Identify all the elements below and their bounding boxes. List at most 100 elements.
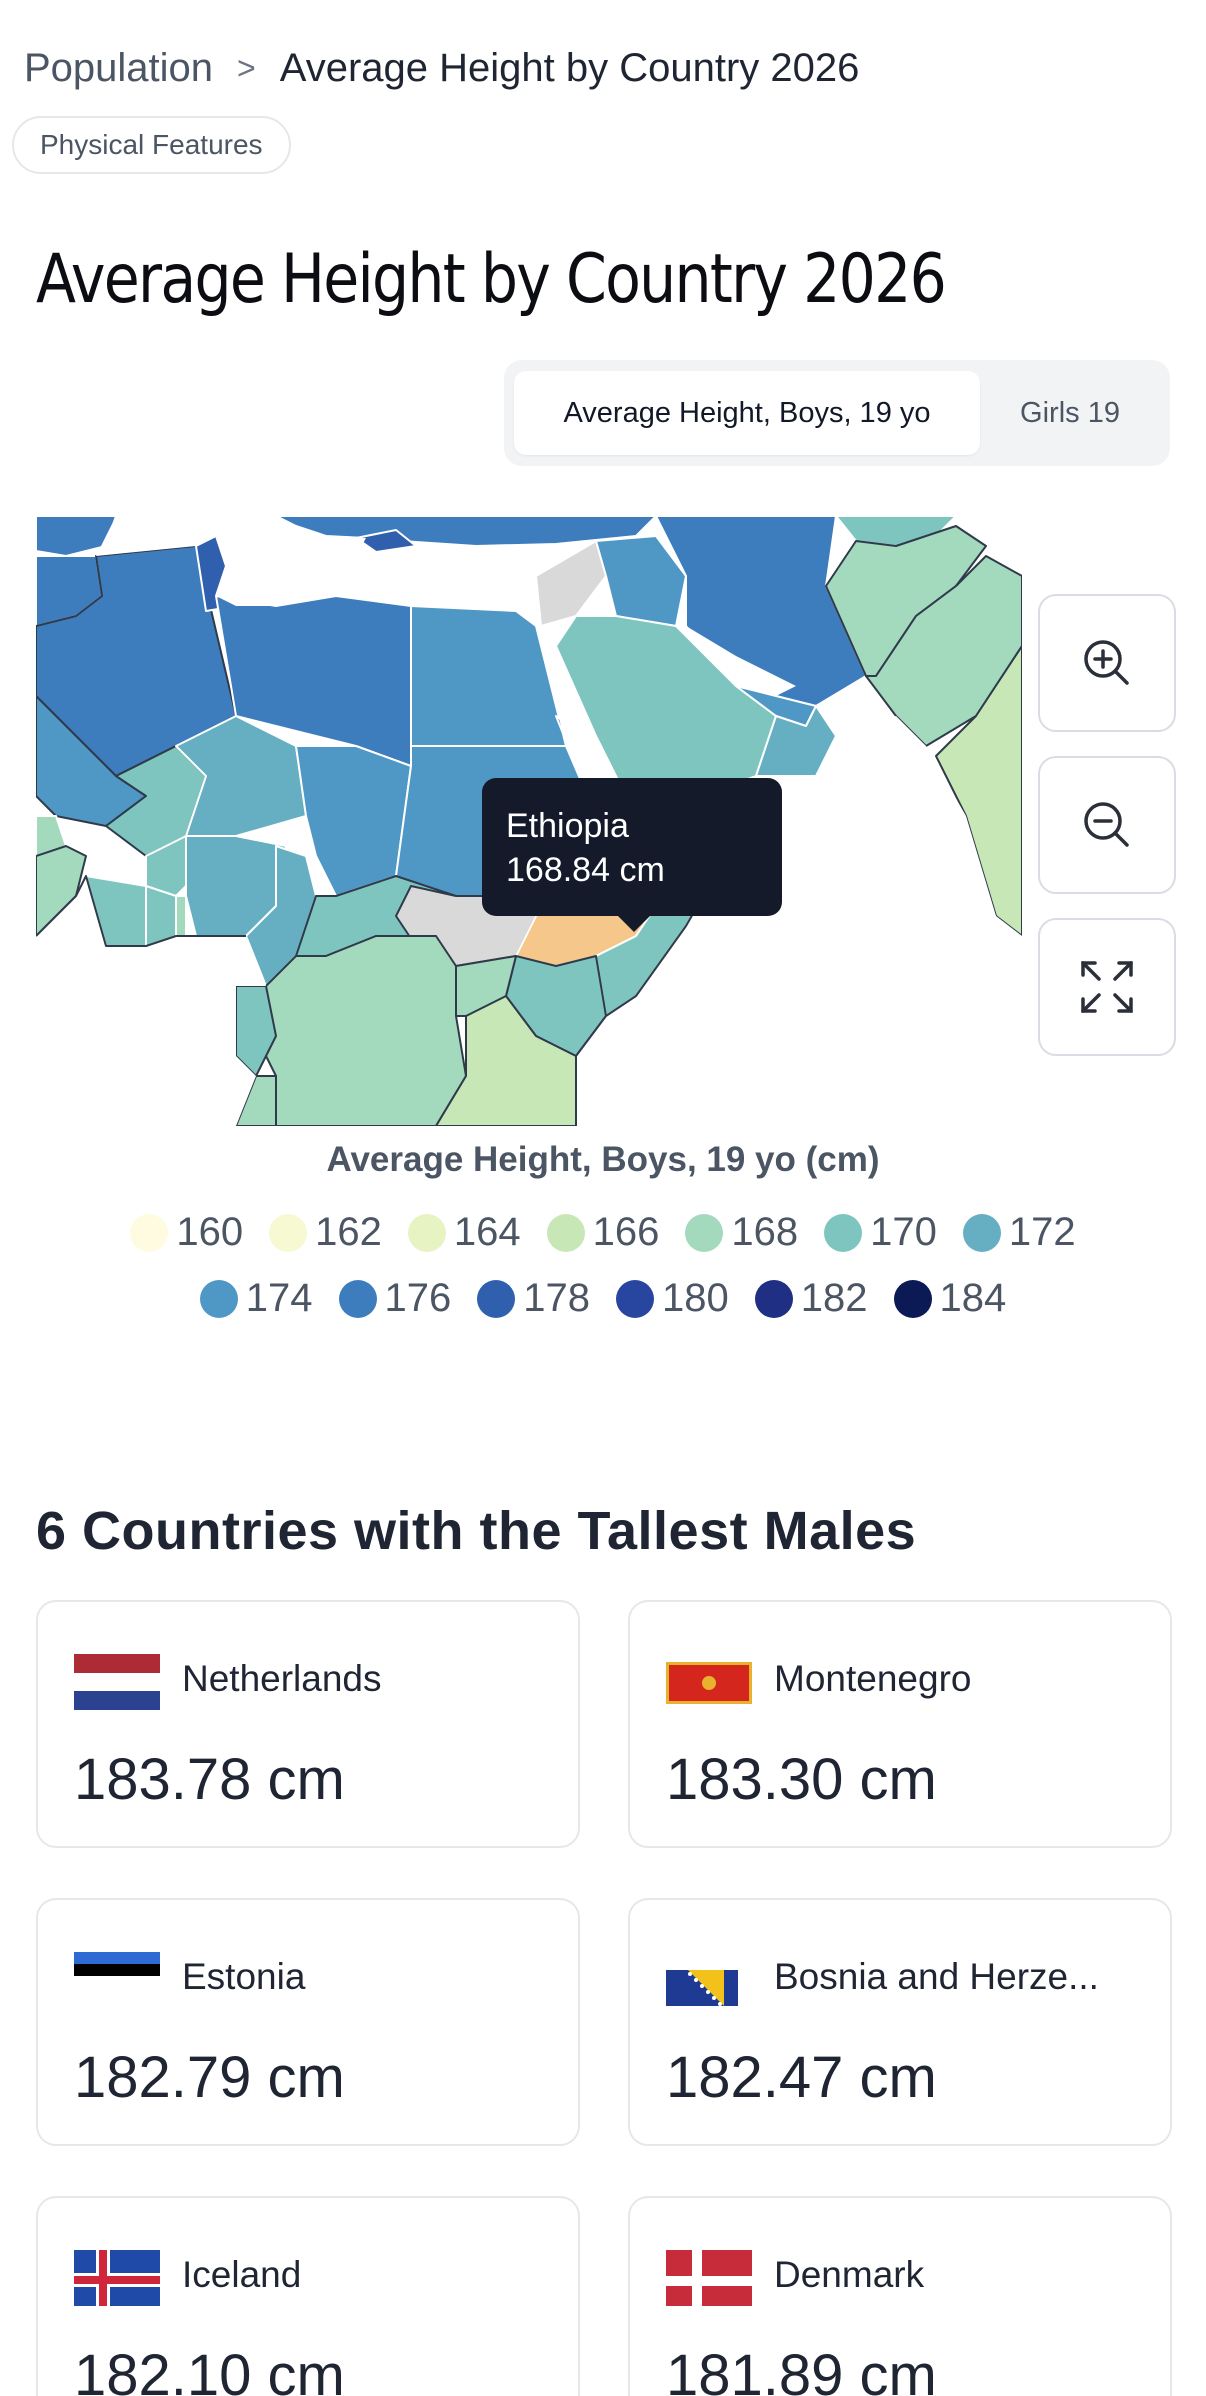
breadcrumb-population-link[interactable]: Population: [24, 46, 214, 90]
zoom-in-icon: [1084, 640, 1129, 685]
map-sea-arabian-sea: [576, 716, 1022, 1126]
legend-swatch: [754, 1279, 793, 1318]
legend-label: 180: [662, 1276, 729, 1320]
country-card-denmark[interactable]: Denmark 181.89 cm: [628, 2196, 1172, 2396]
legend-item: 170: [824, 1210, 937, 1255]
map-region-togo: [175, 895, 187, 937]
bosnia-flag: [666, 1970, 738, 2006]
legend-swatch: [338, 1279, 377, 1318]
legend-label: 164: [453, 1210, 521, 1254]
zoom-out-icon: [1084, 802, 1129, 847]
country-value: 183.78 cm: [74, 1747, 345, 1812]
map-region-guinea: [36, 845, 87, 937]
map-region-egypt: [410, 605, 567, 747]
montenegro-flag: [666, 1662, 752, 1704]
country-name: Montenegro: [774, 1658, 972, 1699]
legend-item: 180: [616, 1276, 729, 1321]
country-value: 182.47 cm: [666, 2045, 937, 2110]
legend-item: 174: [199, 1276, 313, 1321]
fullscreen-button[interactable]: [1038, 918, 1176, 1056]
map-region-chad: [295, 745, 412, 897]
map-sea-persian-gulf: [686, 626, 796, 696]
iceland-flag: [74, 2250, 160, 2306]
breadcrumb: Population > Average Height by Country 2…: [24, 46, 859, 91]
country-card-montenegro[interactable]: Montenegro 183.30 cm: [628, 1600, 1172, 1848]
legend-row-1: 160 162 164 166 168 170 172: [0, 1210, 1206, 1255]
map-sea-atlantic: [36, 876, 266, 1126]
map-region-west-europe: [36, 516, 117, 557]
legend-item: 162: [269, 1210, 382, 1255]
country-card-estonia[interactable]: Estonia 182.79 cm: [36, 1898, 580, 2146]
legend-label: 166: [592, 1210, 660, 1254]
legend-label: 178: [523, 1276, 590, 1320]
toggle-boys-option[interactable]: Average Height, Boys, 19 yo: [514, 371, 980, 455]
estonia-flag: [74, 1952, 160, 1988]
legend-item: 164: [407, 1210, 521, 1255]
toggle-girls-option[interactable]: Girls 19: [1020, 396, 1120, 429]
category-tag[interactable]: Physical Features: [12, 116, 291, 174]
legend-item: 182: [754, 1276, 868, 1321]
legend-item: 184: [893, 1276, 1007, 1321]
country-card-bosnia[interactable]: Bosnia and Herze... 182.47 cm: [628, 1898, 1172, 2146]
breadcrumb-separator: >: [237, 50, 256, 86]
legend-label: 182: [800, 1276, 868, 1320]
legend-swatch: [269, 1213, 308, 1252]
choropleth-map[interactable]: [36, 516, 1022, 1126]
legend-swatch: [546, 1213, 585, 1252]
legend-label: 170: [870, 1210, 937, 1254]
map-sea-red-sea: [536, 626, 636, 816]
dataset-toggle: Average Height, Boys, 19 yo Girls 19: [504, 360, 1170, 466]
legend-swatch: [477, 1279, 516, 1318]
tooltip-country: Ethiopia: [506, 807, 629, 845]
legend-swatch: [685, 1213, 724, 1252]
expand-icon: [1081, 961, 1133, 1013]
legend-item: 166: [546, 1210, 660, 1255]
legend-item: 172: [962, 1210, 1076, 1255]
zoom-in-button[interactable]: [1038, 594, 1176, 732]
legend-item: 178: [477, 1276, 590, 1321]
legend-label: 184: [939, 1276, 1007, 1320]
legend-label: 160: [176, 1210, 244, 1254]
legend-swatch: [407, 1213, 446, 1252]
country-name: Netherlands: [182, 1658, 382, 1699]
map-svg[interactable]: [36, 516, 1022, 1126]
map-coast-line-west: [36, 875, 246, 947]
legend-label: 172: [1008, 1210, 1076, 1254]
legend-item: 176: [338, 1276, 452, 1321]
map-region-levant: [535, 540, 607, 627]
legend-item: 160: [130, 1210, 243, 1255]
country-card-netherlands[interactable]: Netherlands 183.78 cm: [36, 1600, 580, 1848]
section-title: 6 Countries with the Tallest Males: [36, 1501, 917, 1561]
country-value: 181.89 cm: [666, 2343, 937, 2396]
country-name: Iceland: [182, 2254, 302, 2295]
legend-swatch: [893, 1279, 932, 1318]
legend-swatch: [616, 1279, 654, 1318]
map-sea-mediterranean: [96, 516, 366, 606]
legend-label: 176: [384, 1276, 452, 1320]
legend-label: 168: [731, 1210, 799, 1254]
legend-swatch: [962, 1213, 1001, 1252]
legend-title: Average Height, Boys, 19 yo (cm): [326, 1140, 880, 1179]
country-name: Bosnia and Herze...: [774, 1956, 1099, 1997]
country-value: 182.10 cm: [74, 2343, 345, 2396]
legend-swatch: [824, 1213, 863, 1252]
legend-label: 174: [245, 1276, 313, 1320]
country-card-iceland[interactable]: Iceland 182.10 cm: [36, 2196, 580, 2396]
map-region-cyprus: [355, 529, 417, 553]
country-value: 183.30 cm: [666, 1747, 937, 1812]
map-region-niger: [175, 715, 307, 837]
legend-row-2: 174 176 178 180 182 184: [0, 1276, 1206, 1321]
map-region-angola: [235, 1075, 277, 1126]
map-tooltip: Ethiopia 168.84 cm: [482, 778, 782, 932]
country-value: 182.79 cm: [74, 2045, 345, 2110]
netherlands-flag: [74, 1654, 160, 1710]
country-name: Estonia: [182, 1956, 306, 1997]
denmark-flag: [666, 2250, 752, 2306]
legend-swatch: [199, 1279, 238, 1318]
legend-swatch: [130, 1213, 169, 1252]
legend-label: 162: [315, 1210, 382, 1254]
tooltip-value: 168.84 cm: [506, 851, 665, 889]
page-title: Average Height by Country 2026: [36, 240, 947, 319]
zoom-out-button[interactable]: [1038, 756, 1176, 894]
breadcrumb-current: Average Height by Country 2026: [279, 46, 860, 90]
